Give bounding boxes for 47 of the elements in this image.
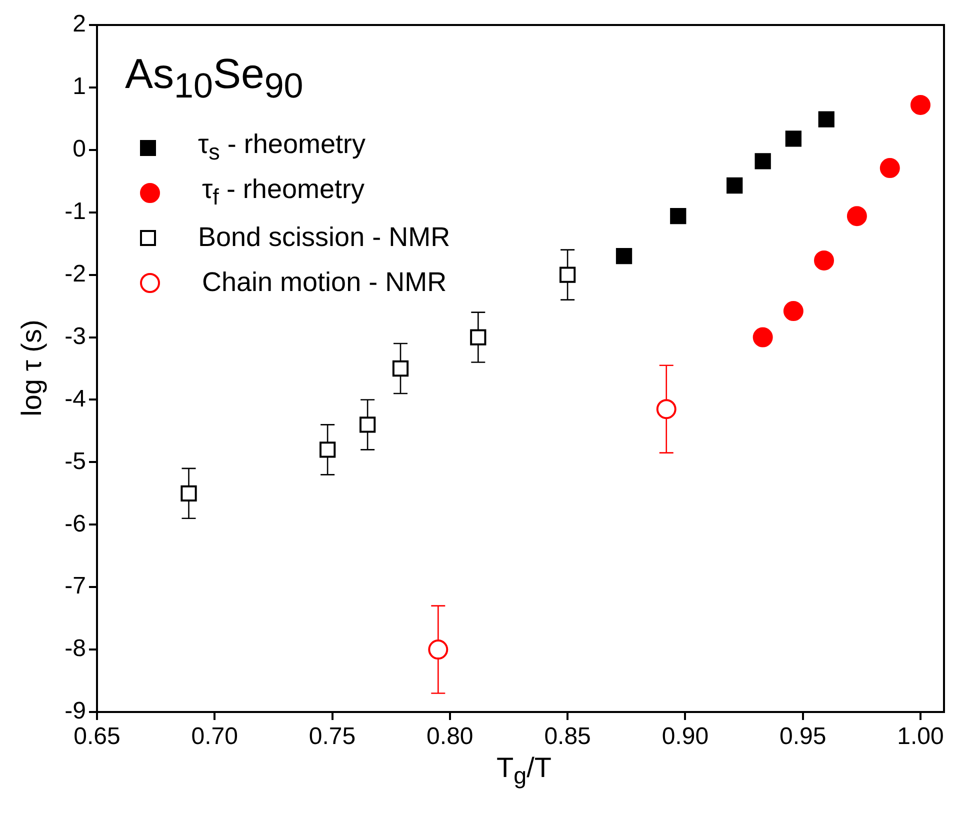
annotation: As$_{10}$Se$_{90}$ [125,50,304,106]
point [428,640,448,660]
y-tick-label: -1 [64,198,86,225]
point [818,111,834,128]
point [726,177,743,194]
point [752,327,773,348]
y-tick-label: -5 [64,448,86,475]
point [470,329,486,346]
point [392,360,409,377]
legend-label: Chain motion - NMR [202,267,447,298]
point [616,248,632,264]
y-tick-label: -8 [64,635,86,662]
x-tick-label: 0.85 [544,723,591,750]
point [880,158,900,178]
point [785,130,802,147]
legend-label: τ$_{f}$ - rheometry [202,174,364,211]
y-tick-label: -4 [64,385,86,412]
y-tick-label: 0 [72,136,86,163]
y-tick-label: 1 [72,73,86,100]
y-tick-label: 2 [72,10,86,38]
point [670,208,686,224]
y-axis-title: log τ (s) [16,320,48,416]
y-tick-label: -7 [64,572,86,600]
x-tick-label: 0.75 [308,723,356,750]
point [814,250,834,270]
point [754,153,771,170]
y-tick-label: -3 [64,322,86,350]
x-tick-label: 1.00 [897,723,944,750]
point [320,442,336,458]
x-tick-label: 0.65 [74,723,120,750]
x-tick-label: 0.70 [191,723,238,750]
x-tick-label: 0.95 [779,723,826,750]
point [783,301,804,322]
legend-label: Bond scission - NMR [198,222,450,253]
y-tick-label: -2 [64,260,86,288]
point [180,485,197,502]
x-axis-title: T$_{g}$/T [496,752,552,790]
x-tick-label: 0.80 [426,723,474,750]
point [910,94,930,115]
y-tick-label: -6 [64,510,86,538]
legend-label: τ$_{s}$ - rheometry [198,129,366,166]
y-tick-label: -9 [64,698,86,725]
x-tick-label: 0.90 [662,723,709,750]
point [360,416,376,433]
point [656,399,676,420]
point [846,206,867,226]
point [559,266,576,283]
